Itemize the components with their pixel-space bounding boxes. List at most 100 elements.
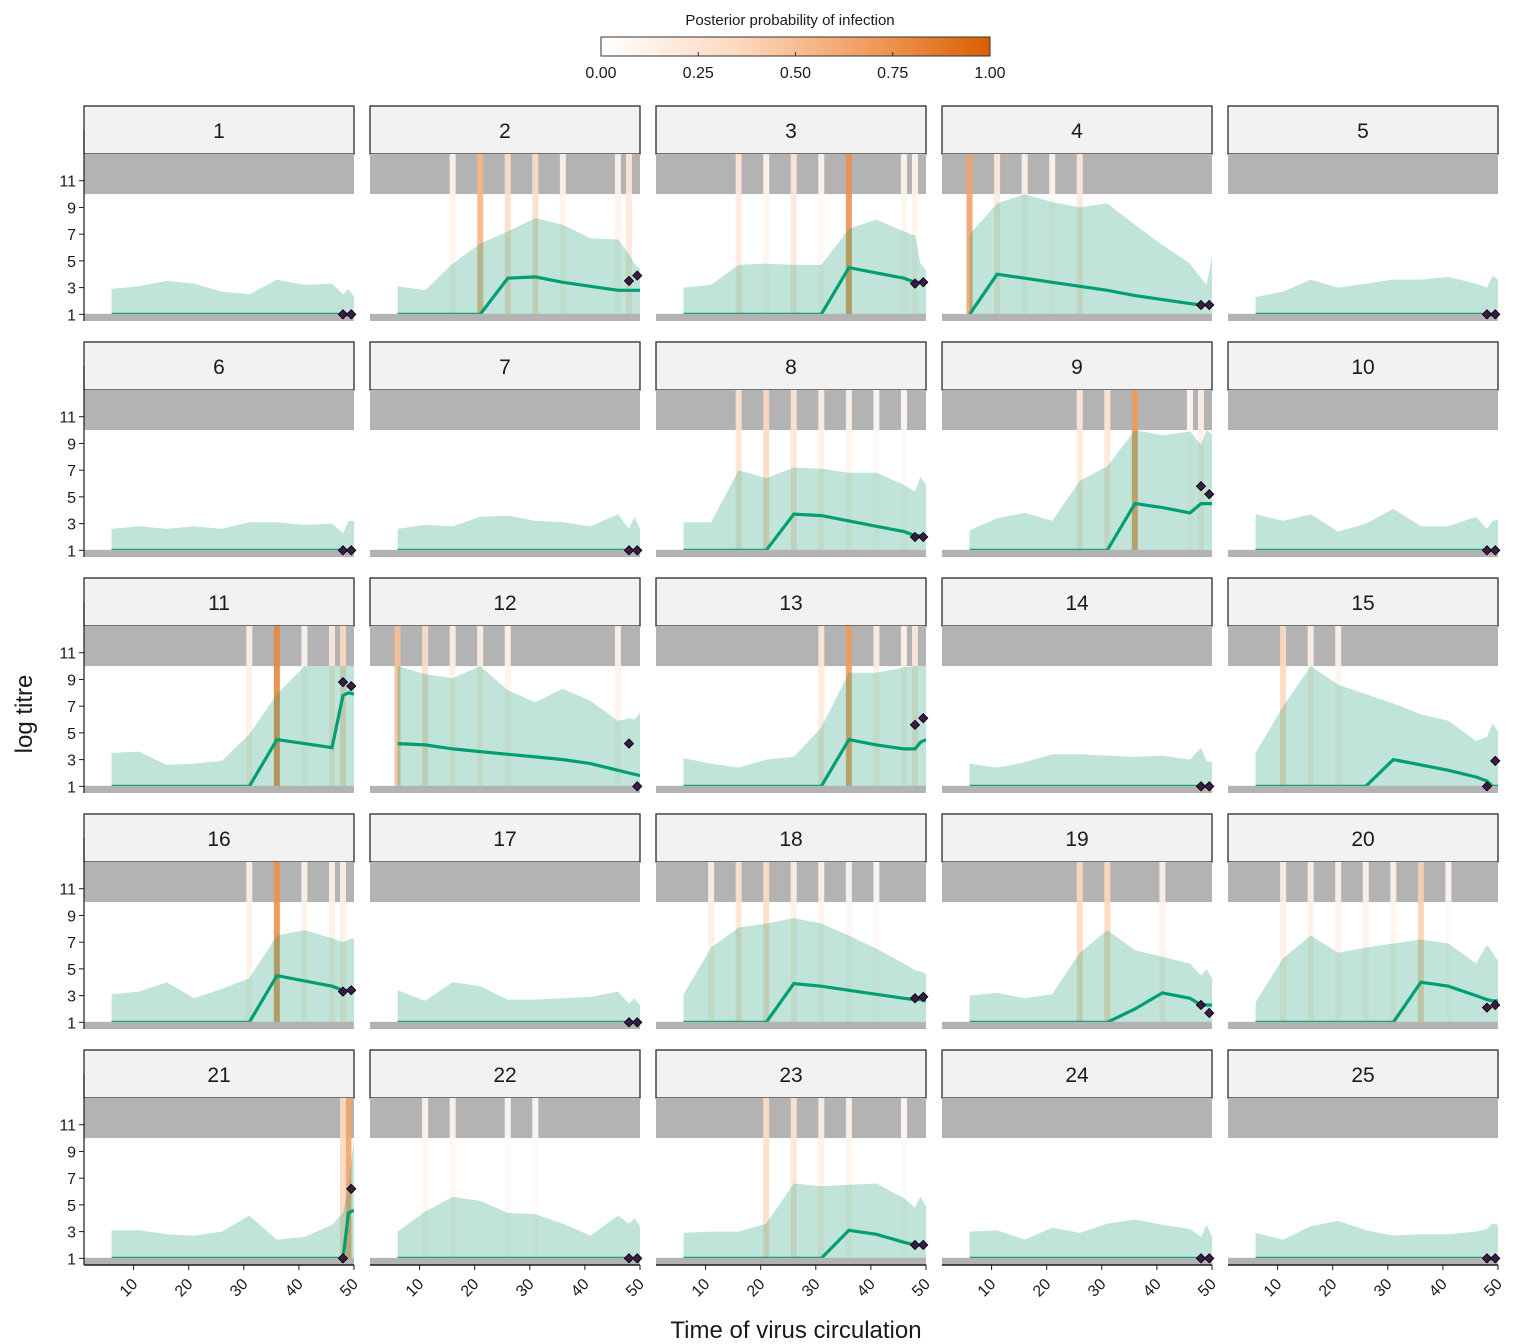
y-tick-label: 5: [67, 1198, 76, 1215]
upper-limit-band: [942, 1098, 1212, 1139]
x-tick-label: 20: [172, 1276, 197, 1301]
lower-limit-band: [1228, 1257, 1498, 1265]
facet-panel-22: 22 10 20 30 40 50: [369, 1049, 648, 1300]
infection-bar: [845, 626, 852, 793]
facet-strip: [655, 105, 927, 155]
facet-panel-25: 25 10 20 30 40 50: [1227, 1049, 1506, 1301]
facet-panel-15: 15: [1227, 577, 1501, 793]
observed-titre-point: [909, 1239, 921, 1251]
observed-titre-point: [337, 1253, 349, 1264]
observed-titre-point: [918, 277, 929, 288]
lower-limit-band: [370, 1021, 640, 1029]
credible-band-95: [969, 930, 1212, 1023]
facet-strip: [655, 813, 927, 863]
x-tick-label: 20: [1316, 1276, 1341, 1301]
facet-panel-3: 3: [655, 105, 929, 321]
lower-limit-band: [1228, 785, 1498, 793]
observed-titre-point: [1204, 781, 1215, 792]
facet-strip-label: 5: [1357, 120, 1369, 143]
observed-titre-point: [623, 545, 635, 556]
infection-bar: [422, 626, 429, 793]
observed-titre-point: [632, 1017, 643, 1028]
facet-strip-label: 6: [213, 356, 225, 379]
infection-bar: [1280, 626, 1287, 793]
credible-band-95: [1255, 1220, 1498, 1259]
credible-band-95: [969, 430, 1212, 551]
infection-bar: [873, 862, 880, 1029]
infection-bar: [790, 154, 797, 321]
lower-limit-band: [84, 1257, 354, 1265]
observed-titre-point: [337, 986, 349, 997]
infection-bar: [339, 862, 346, 1029]
x-tick-label: 30: [1085, 1276, 1110, 1301]
observed-titre-point: [1481, 781, 1493, 792]
facet-strip: [1227, 577, 1499, 627]
infection-bar: [477, 626, 484, 793]
infection-bar: [845, 390, 852, 557]
y-tick-label: 1: [67, 1251, 76, 1268]
upper-limit-band: [84, 1098, 354, 1139]
credible-band-95: [683, 918, 926, 1023]
observed-titre-point: [632, 781, 643, 792]
y-tick-label: 7: [67, 463, 76, 480]
lower-limit-band: [370, 313, 640, 321]
x-axis-title: Time of virus circulation: [670, 1317, 921, 1344]
infection-bar: [477, 154, 484, 321]
y-tick-label: 7: [67, 699, 76, 716]
facet-strip: [83, 1049, 355, 1099]
facet-panel-9: 9: [941, 341, 1215, 557]
infection-bar: [339, 1098, 346, 1265]
facet-strip-label: 11: [208, 592, 230, 615]
observed-titre-point: [337, 676, 349, 688]
y-tick-label: 5: [67, 490, 76, 507]
facet-strip-label: 8: [785, 356, 797, 379]
infection-bar: [1104, 862, 1111, 1029]
facet-panel-14: 14: [941, 577, 1215, 793]
facet-strip-label: 1: [213, 120, 225, 143]
infection-bar: [1280, 862, 1287, 1029]
observed-titre-point: [1195, 481, 1207, 492]
facet-strip-label: 16: [207, 828, 230, 851]
observed-titre-point: [909, 993, 921, 1004]
lower-limit-band: [370, 549, 640, 557]
facet-strip: [369, 1049, 641, 1099]
facet-panel-6: 6 1 3 5 7 9 11: [59, 341, 357, 560]
infection-bar: [625, 154, 632, 321]
facet-strip: [369, 577, 641, 627]
infection-bar: [911, 154, 918, 321]
y-tick-label: 9: [67, 908, 76, 925]
infection-bar: [1021, 154, 1028, 321]
infection-bar: [532, 1098, 539, 1265]
infection-bar: [1076, 862, 1083, 1029]
infection-bar: [763, 390, 770, 557]
lower-limit-band: [942, 1257, 1212, 1265]
infection-bar: [763, 1098, 770, 1265]
infection-bar: [614, 626, 621, 793]
observed-titre-point: [346, 680, 357, 692]
x-tick-label: 20: [744, 1276, 769, 1301]
infection-bar: [504, 154, 511, 321]
facet-strip-label: 14: [1065, 592, 1089, 615]
facet-strip: [1227, 1049, 1499, 1099]
observed-titre-point: [918, 991, 929, 1003]
infection-bar: [845, 1098, 852, 1265]
infection-bar: [763, 862, 770, 1029]
x-tick-label: 40: [282, 1276, 307, 1301]
infection-bar: [1049, 154, 1056, 321]
credible-band-95: [969, 1219, 1212, 1259]
facet-strip-label: 2: [499, 120, 511, 143]
y-axis-title: log titre: [11, 675, 38, 754]
y-tick-label: 9: [67, 1144, 76, 1161]
facet-strip: [369, 813, 641, 863]
infection-bar: [1076, 154, 1083, 321]
y-tick-label: 7: [67, 1171, 76, 1188]
credible-band-95: [397, 666, 640, 787]
facet-strip-label: 15: [1351, 592, 1374, 615]
infection-bar: [422, 1098, 429, 1265]
facet-panel-8: 8: [655, 341, 929, 557]
observed-titre-point: [337, 309, 349, 320]
infection-bar: [708, 862, 715, 1029]
facet-strip-label: 12: [493, 592, 516, 615]
